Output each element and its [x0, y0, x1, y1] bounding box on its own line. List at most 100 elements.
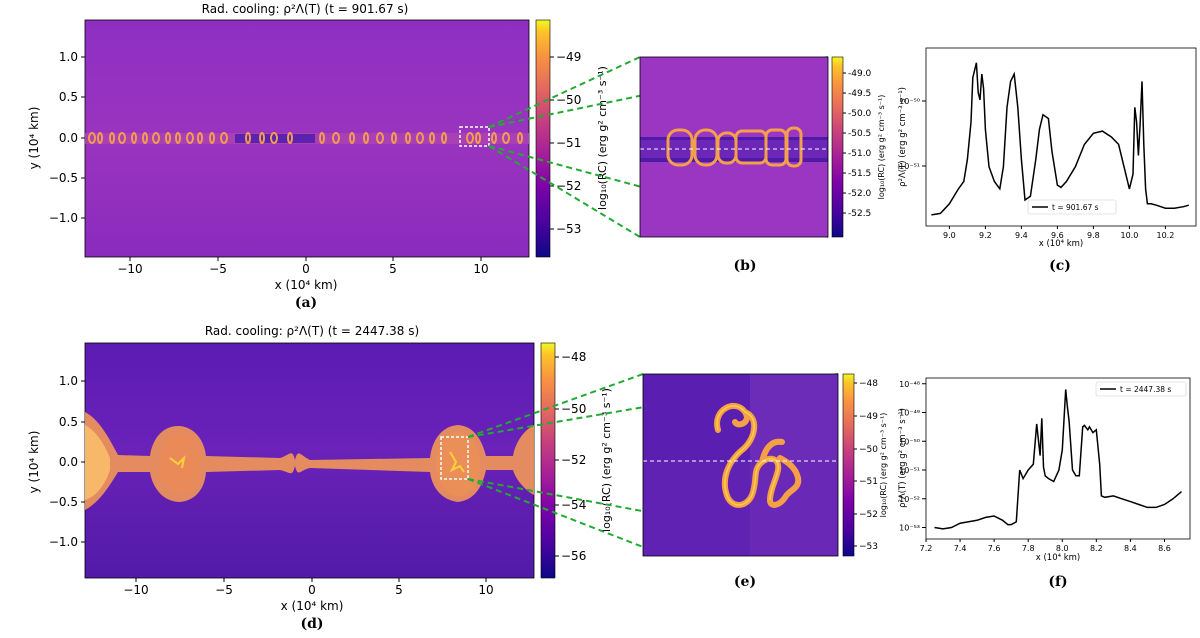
panel-a-ylabel: y (10⁴ km): [27, 107, 41, 170]
panel-e-colorbar-label: log₁₀(RC) (erg g² cm⁻³ s⁻¹): [879, 413, 888, 518]
panel-d-zoom-box: [440, 436, 469, 480]
panel-f-axes: [925, 377, 1191, 540]
panel-a-zoom-box: [459, 126, 490, 147]
panel-a: Rad. cooling: ρ²Λ(T) (t = 901.67 s) −10 …: [27, 2, 609, 311]
panel-f-xtick: 8.2: [1090, 544, 1103, 553]
panel-f-ytick: 10⁻⁵¹: [899, 466, 920, 475]
panel-e-cbar-tick: −51: [859, 477, 878, 487]
panel-d-ytick: 1.0: [59, 374, 78, 388]
panel-a-cbar-tick: −49: [556, 50, 581, 64]
panel-f-legend: t = 2447.38 s: [1095, 381, 1187, 397]
panel-a-title: Rad. cooling: ρ²Λ(T) (t = 901.67 s): [202, 2, 409, 16]
panel-b-cbar-tick: -49.5: [848, 89, 871, 99]
panel-f-xtick: 8.6: [1158, 544, 1171, 553]
panel-d-ytick: 0.0: [59, 455, 78, 469]
panel-a-ytick: −1.0: [49, 211, 78, 225]
panel-c: 9.0 9.2 9.4 9.6 9.8 10.0 10.2 10⁻⁵⁰ 10⁻⁵¹ t = …: [898, 47, 1197, 274]
panel-d-xtick: −10: [123, 583, 148, 597]
panel-b-cbar-tick: -50.5: [848, 129, 871, 139]
panel-a-xtick: −5: [209, 262, 227, 276]
panel-c-xtick: 9.0: [943, 231, 956, 240]
panel-a-letter: (a): [295, 295, 317, 311]
panel-c-xtick: 9.8: [1087, 231, 1100, 240]
panel-e-letter: (e): [734, 574, 756, 590]
panel-a-colorbar-ticks: −49 −50 −51 −52 −53: [550, 50, 581, 236]
panel-e-cbar-tick: −48: [859, 379, 878, 389]
panel-b-letter: (b): [733, 258, 756, 274]
panel-f-ytick: 10⁻⁵³: [899, 524, 920, 533]
panel-d-colorbar-ticks: −48 −50 −52 −54 −56: [555, 350, 586, 563]
panel-e-cbar-tick: −50: [859, 445, 878, 455]
panel-e-colorbar-ticks: −48 −49 −50 −51 −52 −53: [854, 379, 878, 552]
panel-a-yticks: 1.0 0.5 0.0 −0.5 −1.0: [49, 50, 85, 225]
panel-c-letter: (c): [1049, 258, 1071, 274]
panel-d-xtick: 5: [395, 583, 403, 597]
panel-c-xtick: 9.4: [1015, 231, 1028, 240]
panel-b-cbar-tick: -49.0: [848, 69, 872, 79]
panel-c-ylabel: ρ²Λ(T) (erg g² cm⁻³ s⁻¹): [898, 87, 908, 187]
panel-f-xlabel: x (10⁴ km): [1036, 553, 1081, 563]
panel-f-yticks: 10⁻⁴⁸ 10⁻⁴⁹ 10⁻⁵⁰ 10⁻⁵¹ 10⁻⁵² 10⁻⁵³: [899, 380, 926, 533]
panel-c-ytick: 10⁻⁵⁰: [899, 97, 920, 106]
panel-d-cbar-tick: −56: [561, 549, 586, 563]
panel-c-axes: [925, 47, 1197, 227]
panel-c-xlabel: x (10⁴ km): [1039, 239, 1084, 249]
panel-d-xtick: 10: [478, 583, 493, 597]
panel-f-xtick: 7.8: [1022, 544, 1035, 553]
panel-f-xtick: 7.4: [954, 544, 967, 553]
panel-a-ytick: 0.5: [59, 90, 78, 104]
panel-c-yticks: 10⁻⁵⁰ 10⁻⁵¹: [899, 97, 926, 171]
panel-d-cbar-tick: −48: [561, 350, 586, 364]
panel-a-colorbar-label: log₁₀(RC) (erg g² cm⁻³ s⁻¹): [596, 66, 609, 210]
panel-a-xtick: −10: [117, 262, 142, 276]
panel-c-legend-label: t = 901.67 s: [1052, 203, 1099, 212]
panel-a-ytick: 1.0: [59, 50, 78, 64]
panel-d-xtick: −5: [215, 583, 233, 597]
panel-d-colorbar-label: log₁₀(RC) (erg g² cm⁻³ s⁻¹): [600, 388, 613, 532]
panel-b-cbar-tick: -50.0: [848, 109, 872, 119]
panel-e-cbar-tick: −53: [859, 542, 878, 552]
panel-a-filament: [85, 132, 529, 144]
panel-a-cbar-tick: −53: [556, 222, 581, 236]
panel-d-ytick: −0.5: [49, 495, 78, 509]
panel-e-colorbar: [842, 373, 855, 557]
panel-d-ytick: 0.5: [59, 415, 78, 429]
panel-e-cbar-tick: −49: [859, 412, 878, 422]
panel-b-colorbar-label: log₁₀(RC) (erg g² cm⁻³ s⁻¹): [877, 95, 886, 200]
panel-a-colorbar: [535, 19, 551, 258]
panel-f-profile-line: [934, 389, 1182, 530]
panel-e: −48 −49 −50 −51 −52 −53 log₁₀(RC) (erg g…: [642, 373, 888, 590]
panel-b-colorbar-ticks: -49.0 -49.5 -50.0 -50.5 -51.0 -51.5 -52.…: [843, 69, 872, 219]
panel-d-cbar-tick: −54: [561, 498, 586, 512]
panel-b-structure: [666, 126, 803, 168]
panel-d-cbar-tick: −50: [561, 402, 586, 416]
panel-a-ytick: −0.5: [49, 171, 78, 185]
panel-f-xticks: 7.2 7.4 7.6 7.8 8.0 8.2 8.4 8.6: [920, 539, 1171, 553]
panel-d-ylabel: y (10⁴ km): [27, 431, 41, 494]
panel-d-colorbar: [540, 342, 556, 579]
panel-f-legend-label: t = 2447.38 s: [1120, 385, 1171, 394]
panel-a-cbar-tick: −52: [556, 179, 581, 193]
panel-d-xticks: −10 −5 0 5 10: [123, 578, 494, 597]
panel-d-xlabel: x (10⁴ km): [281, 599, 344, 613]
panel-a-xlabel: x (10⁴ km): [275, 278, 338, 292]
panel-f-ytick: 10⁻⁵⁰: [899, 437, 920, 446]
panel-b-colorbar: [831, 56, 844, 238]
panel-f-ytick: 10⁻⁵²: [899, 495, 920, 504]
panel-f-letter: (f): [1048, 574, 1067, 590]
panel-a-cbar-tick: −50: [556, 93, 581, 107]
panel-c-ytick: 10⁻⁵¹: [899, 162, 920, 171]
panel-d-letter: (d): [300, 616, 323, 632]
panel-a-cbar-tick: −51: [556, 136, 581, 150]
panel-f-ytick: 10⁻⁴⁸: [899, 380, 920, 389]
panel-c-xtick: 10.2: [1156, 231, 1174, 240]
panel-c-xticks: 9.0 9.2 9.4 9.6 9.8 10.0 10.2: [943, 226, 1174, 240]
panel-a-xtick: 5: [389, 262, 397, 276]
panel-c-profile-line: [931, 62, 1190, 216]
panel-b: -49.0 -49.5 -50.0 -50.5 -51.0 -51.5 -52.…: [639, 56, 886, 274]
panel-d-filament: [85, 412, 534, 510]
panel-f-xtick: 8.0: [1056, 544, 1069, 553]
panel-c-xtick: 10.0: [1120, 231, 1138, 240]
panel-b-cbar-tick: -52.5: [848, 209, 871, 219]
